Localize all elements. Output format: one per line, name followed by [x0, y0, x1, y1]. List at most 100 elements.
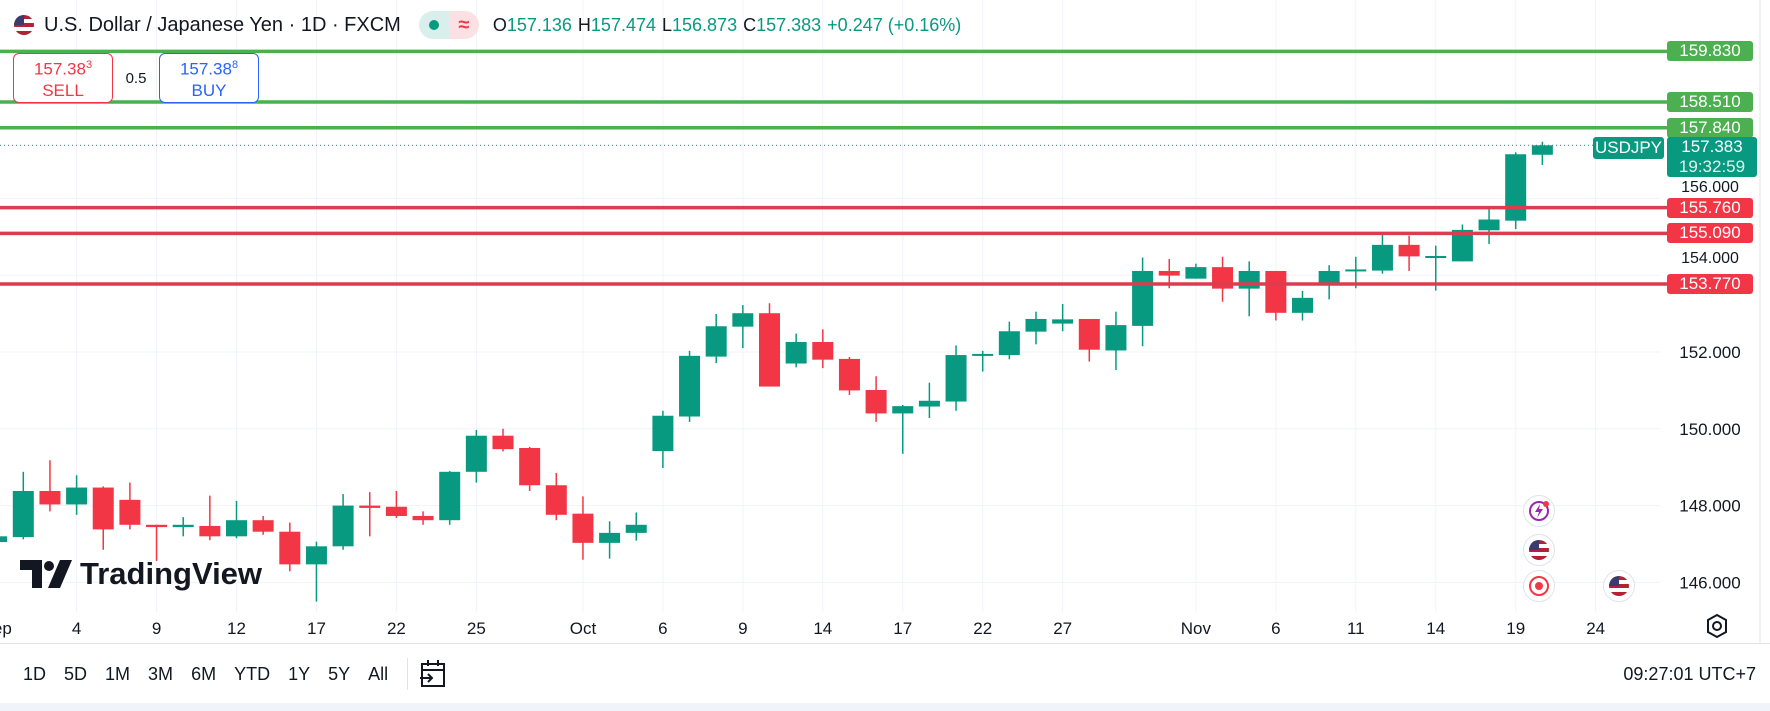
- candle-body: [785, 342, 807, 364]
- tradingview-logo-icon: [20, 560, 72, 588]
- candle: [305, 541, 327, 602]
- candle-body: [1078, 318, 1100, 350]
- candle-body: [1265, 270, 1287, 313]
- candle: [119, 482, 141, 530]
- candle: [998, 321, 1020, 360]
- candle: [1531, 141, 1553, 165]
- candle-body: [12, 491, 34, 538]
- price-tick-label: 150.000: [1679, 420, 1740, 439]
- time-tick-label: 4: [72, 619, 81, 638]
- candle-body: [1052, 319, 1074, 324]
- candle-body: [918, 400, 940, 407]
- clock-timezone[interactable]: 09:27:01 UTC+7: [1623, 663, 1756, 684]
- price-axis[interactable]: 146.000 148.000 150.000 152.000 154.000 156.0…: [1679, 179, 1740, 592]
- candle: [785, 333, 807, 368]
- range-5y[interactable]: 5Y: [328, 663, 351, 684]
- status-pill[interactable]: ≈: [418, 11, 479, 39]
- range-3m[interactable]: 3M: [148, 663, 174, 684]
- candle: [519, 446, 541, 492]
- candle: [892, 404, 914, 454]
- time-axis[interactable]: Sep 4 9 12 17 22 25 Oct 6 9 14 17 22 27 Nov 6 11 14 19 24: [0, 619, 1605, 638]
- calendar-goto-icon[interactable]: [418, 658, 448, 690]
- candle: [39, 460, 61, 512]
- symbol-price-tag: USDJPY: [1593, 137, 1664, 159]
- candle-body: [199, 525, 221, 537]
- candle: [1398, 235, 1420, 271]
- candle: [1292, 290, 1313, 321]
- candle: [1212, 256, 1234, 302]
- level-price-tag: 153.770: [1667, 274, 1753, 295]
- candle-body: [1185, 267, 1207, 279]
- buy-button[interactable]: 157.388 BUY: [159, 53, 259, 103]
- candle-body: [998, 331, 1020, 356]
- level-price-tag: 155.760: [1667, 197, 1753, 218]
- price-chart[interactable]: 146.000 148.000 150.000 152.000 154.000 156.0…: [0, 0, 1770, 643]
- candle: [865, 376, 887, 422]
- candle: [12, 471, 34, 540]
- candle-body: [332, 505, 354, 547]
- candle-body: [1292, 297, 1313, 313]
- us-flag-event-icon[interactable]: [1603, 570, 1635, 602]
- candle: [92, 486, 114, 550]
- price-tick-label: 146.000: [1679, 573, 1740, 592]
- candle-body: [1531, 145, 1553, 155]
- settings-icon[interactable]: [1704, 613, 1730, 639]
- time-tick-label: 14: [813, 619, 832, 638]
- candle-body: [1132, 270, 1154, 326]
- candle: [66, 475, 88, 515]
- range-6m[interactable]: 6M: [191, 663, 217, 684]
- us-flag-event-icon[interactable]: [1523, 534, 1555, 566]
- tradingview-logo[interactable]: TradingView: [20, 556, 262, 592]
- candle-body: [1505, 154, 1527, 221]
- candle-body: [1238, 270, 1260, 289]
- candle: [0, 536, 8, 543]
- candle-body: [385, 506, 407, 516]
- range-all[interactable]: All: [368, 663, 389, 684]
- sell-button[interactable]: 157.383 SELL: [13, 53, 113, 103]
- candle: [1505, 152, 1527, 230]
- spread-value: 0.5: [125, 69, 147, 87]
- time-tick-label: 24: [1586, 619, 1605, 638]
- time-tick-label: 22: [387, 619, 406, 638]
- candle: [385, 491, 407, 518]
- time-tick-label: Sep: [0, 619, 12, 638]
- range-1d[interactable]: 1D: [23, 663, 47, 684]
- candle: [279, 522, 301, 572]
- flag-us-icon: [14, 15, 34, 35]
- current-price-tag: 157.383 19:32:59: [1667, 137, 1757, 177]
- candle-body: [0, 536, 8, 543]
- candle: [572, 496, 594, 560]
- candle-body: [1398, 244, 1420, 257]
- candle: [759, 303, 780, 387]
- candle: [1185, 263, 1207, 279]
- time-tick-label: 9: [152, 619, 161, 638]
- candle-body: [119, 499, 141, 525]
- candle: [199, 495, 221, 541]
- record-event-icon[interactable]: [1523, 570, 1555, 602]
- symbol-title[interactable]: U.S. Dollar / Japanese Yen · 1D · FXCM: [44, 13, 401, 36]
- divider: [407, 658, 409, 690]
- legend-header: U.S. Dollar / Japanese Yen · 1D · FXCM ≈…: [0, 0, 961, 50]
- candle-body: [359, 505, 381, 508]
- candle-body: [226, 520, 247, 537]
- range-ytd[interactable]: YTD: [234, 663, 271, 684]
- lightning-event-icon[interactable]: [1523, 495, 1555, 527]
- candle-body: [439, 471, 461, 521]
- time-tick-label: 25: [467, 619, 486, 638]
- candle-body: [66, 487, 88, 505]
- bottom-toolbar: 1D 5D 1M 3M 6M YTD 1Y 5Y All 09:27:01 UTC+7: [0, 643, 1770, 704]
- candle-body: [412, 515, 434, 521]
- candle-body: [838, 358, 860, 391]
- candle-body: [1105, 325, 1127, 351]
- candle-body: [572, 513, 594, 543]
- time-tick-label: 14: [1426, 619, 1445, 638]
- candle-body: [759, 313, 780, 387]
- range-1y[interactable]: 1Y: [288, 663, 311, 684]
- time-tick-label: 9: [738, 619, 747, 638]
- candle: [1451, 224, 1473, 262]
- range-1m[interactable]: 1M: [105, 663, 131, 684]
- time-tick-label: 27: [1053, 619, 1072, 638]
- range-5d[interactable]: 5D: [64, 663, 88, 684]
- candle: [1078, 318, 1100, 362]
- candle: [652, 410, 674, 468]
